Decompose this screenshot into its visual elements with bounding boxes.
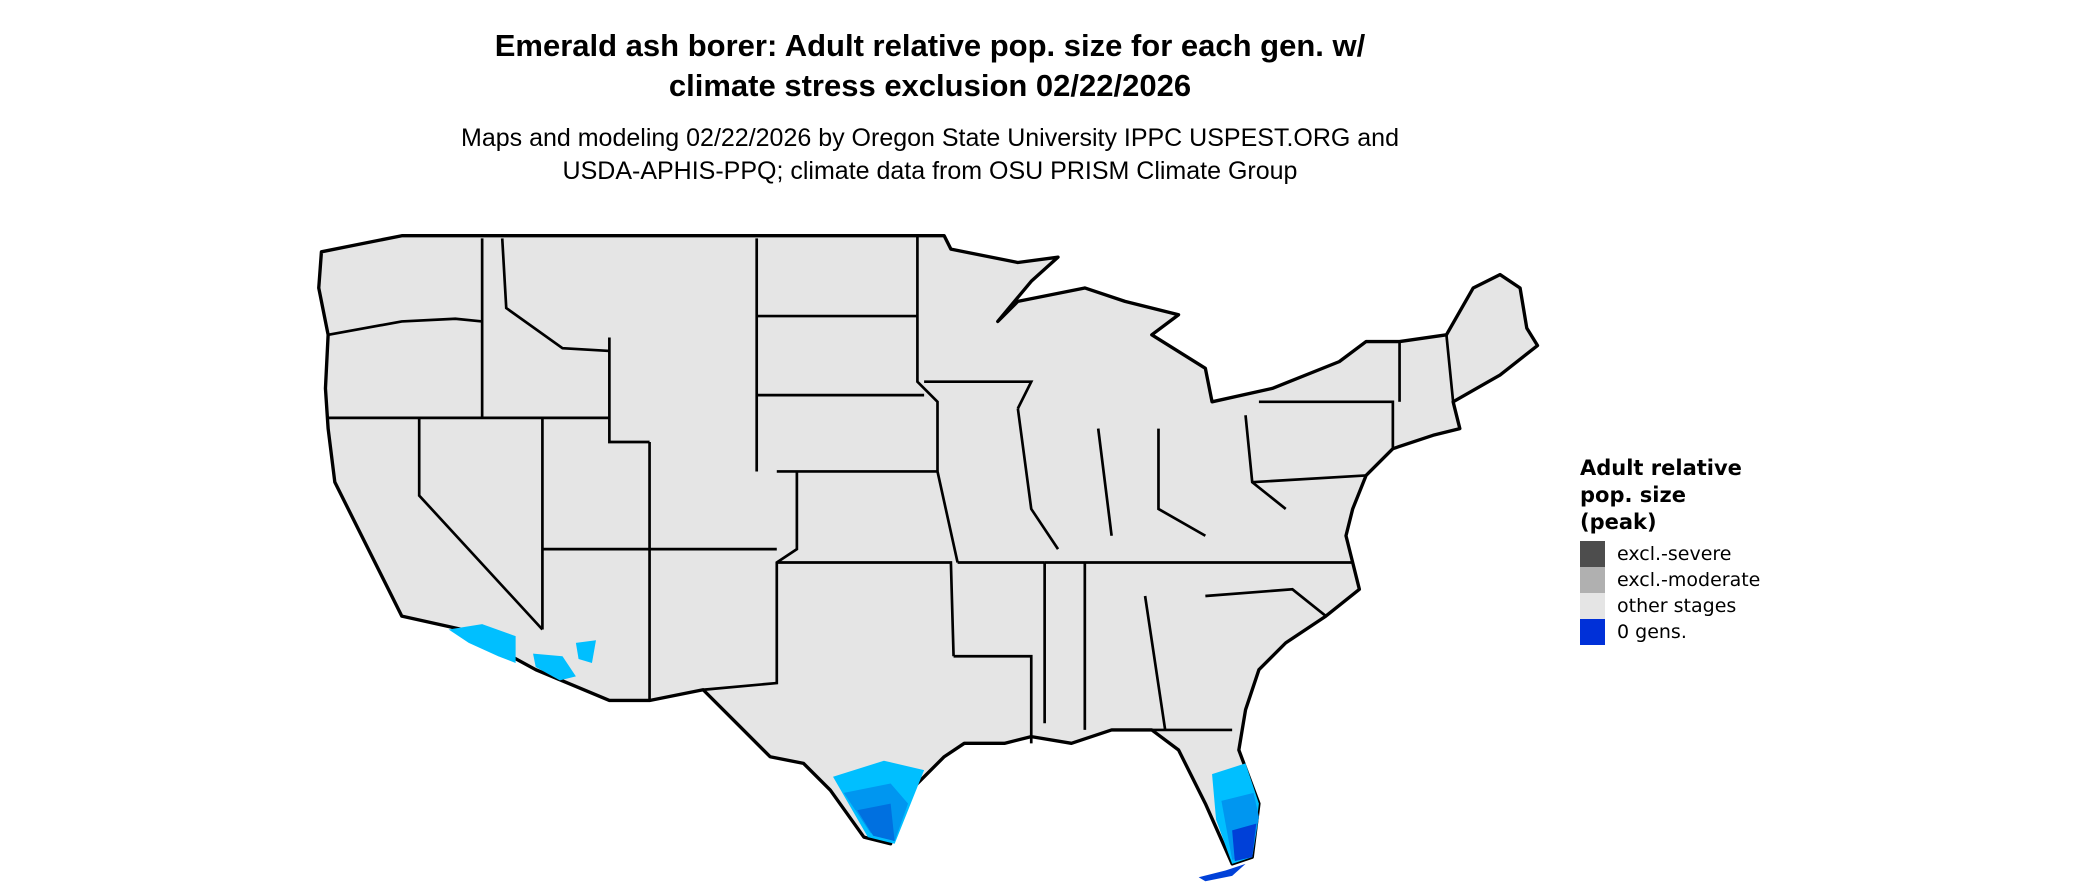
subtitle-line-2: USDA-APHIS-PPQ; climate data from OSU PR… bbox=[562, 157, 1298, 185]
legend-swatch bbox=[1580, 593, 1605, 619]
legend-title-line-1: Adult relative bbox=[1580, 456, 1742, 480]
legend-label: 0 gens. bbox=[1617, 621, 1687, 643]
legend-title-line-2: pop. size bbox=[1580, 483, 1686, 507]
legend-title-line-3: (peak) bbox=[1580, 510, 1657, 534]
legend-item-excl-moderate: excl.-moderate bbox=[1580, 567, 1760, 593]
title-line-2: climate stress exclusion 02/22/2026 bbox=[668, 68, 1192, 103]
legend-item-excl-severe: excl.-severe bbox=[1580, 541, 1760, 567]
south-texas-patch-dark bbox=[857, 803, 895, 842]
florida-keys bbox=[1198, 863, 1246, 882]
socal-patch bbox=[448, 624, 516, 663]
legend-label: excl.-severe bbox=[1617, 543, 1732, 565]
legend-item-0-gens: 0 gens. bbox=[1580, 619, 1760, 645]
legend-swatch bbox=[1580, 619, 1605, 645]
arizona-patch-2 bbox=[575, 640, 596, 663]
map-title: Emerald ash borer: Adult relative pop. s… bbox=[0, 26, 1860, 106]
florida-patch-dark bbox=[1232, 823, 1257, 862]
legend-swatch bbox=[1580, 541, 1605, 567]
subtitle-line-1: Maps and modeling 02/22/2026 by Oregon S… bbox=[461, 124, 1399, 152]
arizona-patch bbox=[533, 653, 576, 681]
legend-label: excl.-moderate bbox=[1617, 569, 1761, 591]
map-subtitle: Maps and modeling 02/22/2026 by Oregon S… bbox=[0, 122, 1860, 188]
legend-item-other-stages: other stages bbox=[1580, 593, 1760, 619]
legend: Adult relative pop. size (peak) excl.-se… bbox=[1580, 455, 1760, 645]
blue-regions bbox=[448, 624, 1259, 882]
state-borders bbox=[327, 235, 1455, 744]
legend-swatch bbox=[1580, 567, 1605, 593]
title-line-1: Emerald ash borer: Adult relative pop. s… bbox=[494, 28, 1366, 63]
legend-label: other stages bbox=[1617, 595, 1737, 617]
conus-land bbox=[317, 234, 1540, 866]
legend-title: Adult relative pop. size (peak) bbox=[1580, 455, 1760, 536]
